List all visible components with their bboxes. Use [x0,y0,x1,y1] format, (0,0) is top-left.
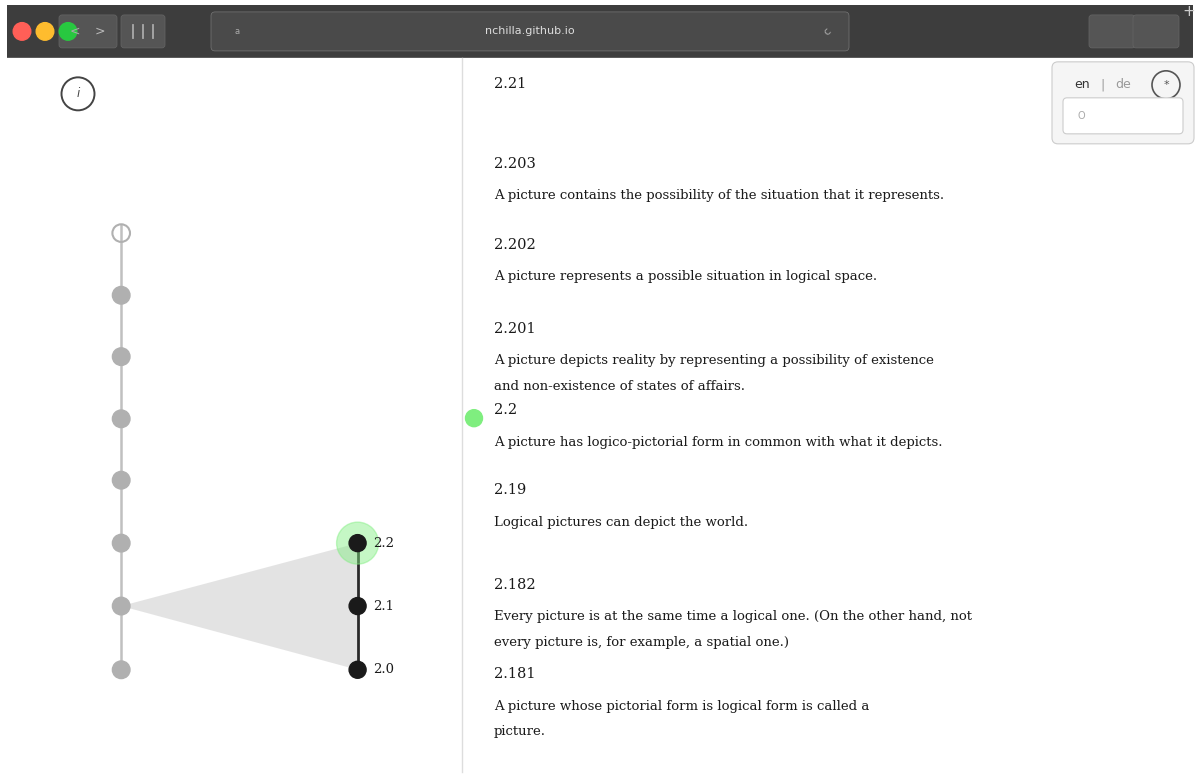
Text: <: < [70,25,79,38]
Text: every picture is, for example, a spatial one.): every picture is, for example, a spatial… [494,636,790,649]
Text: 2.182: 2.182 [494,578,535,592]
Text: 2.0: 2.0 [373,664,394,676]
Text: 2.202: 2.202 [494,238,535,252]
Circle shape [113,410,130,427]
Text: a: a [234,27,240,36]
FancyBboxPatch shape [1063,98,1183,134]
Text: +: + [1182,4,1195,19]
Text: 2.19: 2.19 [494,483,527,497]
Text: 2.203: 2.203 [494,157,536,171]
Text: O: O [1078,111,1086,121]
FancyBboxPatch shape [1133,15,1180,48]
Text: A picture contains the possibility of the situation that it represents.: A picture contains the possibility of th… [494,190,944,202]
Circle shape [336,522,379,564]
Text: *: * [1163,80,1169,90]
Circle shape [113,661,130,678]
Text: and non-existence of states of affairs.: and non-existence of states of affairs. [494,380,745,392]
Circle shape [466,409,482,427]
Text: en: en [1074,78,1090,92]
Circle shape [59,23,77,40]
Text: >: > [95,25,104,38]
Text: A picture depicts reality by representing a possibility of existence: A picture depicts reality by representin… [494,354,934,367]
Text: Logical pictures can depict the world.: Logical pictures can depict the world. [494,516,748,528]
FancyBboxPatch shape [121,15,166,48]
Text: nchilla.github.io: nchilla.github.io [485,26,575,37]
Circle shape [13,23,31,40]
Circle shape [349,598,366,615]
Circle shape [349,661,366,678]
Text: A picture has logico-pictorial form in common with what it depicts.: A picture has logico-pictorial form in c… [494,436,942,448]
Circle shape [113,348,130,365]
Text: 2.181: 2.181 [494,667,535,681]
Text: c: c [821,26,833,37]
Text: picture.: picture. [494,726,546,738]
Text: 2.2: 2.2 [494,403,517,417]
Circle shape [349,535,366,552]
Text: 2.201: 2.201 [494,322,535,336]
FancyBboxPatch shape [7,5,1193,57]
Text: |: | [1100,78,1104,92]
Text: Every picture is at the same time a logical one. (On the other hand, not: Every picture is at the same time a logi… [494,611,972,623]
Circle shape [113,472,130,489]
FancyBboxPatch shape [211,12,850,51]
Text: 2.2: 2.2 [373,537,394,549]
Text: A picture whose pictorial form is logical form is called a: A picture whose pictorial form is logica… [494,700,869,713]
Polygon shape [121,543,358,670]
Text: A picture represents a possible situation in logical space.: A picture represents a possible situatio… [494,270,877,283]
Circle shape [36,23,54,40]
FancyBboxPatch shape [1052,62,1194,144]
FancyBboxPatch shape [1090,15,1135,48]
Text: i: i [77,87,79,100]
Text: 2.21: 2.21 [494,77,527,91]
Circle shape [113,598,130,615]
Text: de: de [1115,78,1130,92]
Text: 2.1: 2.1 [373,600,394,612]
FancyBboxPatch shape [59,15,118,48]
Circle shape [113,287,130,304]
Circle shape [113,535,130,552]
